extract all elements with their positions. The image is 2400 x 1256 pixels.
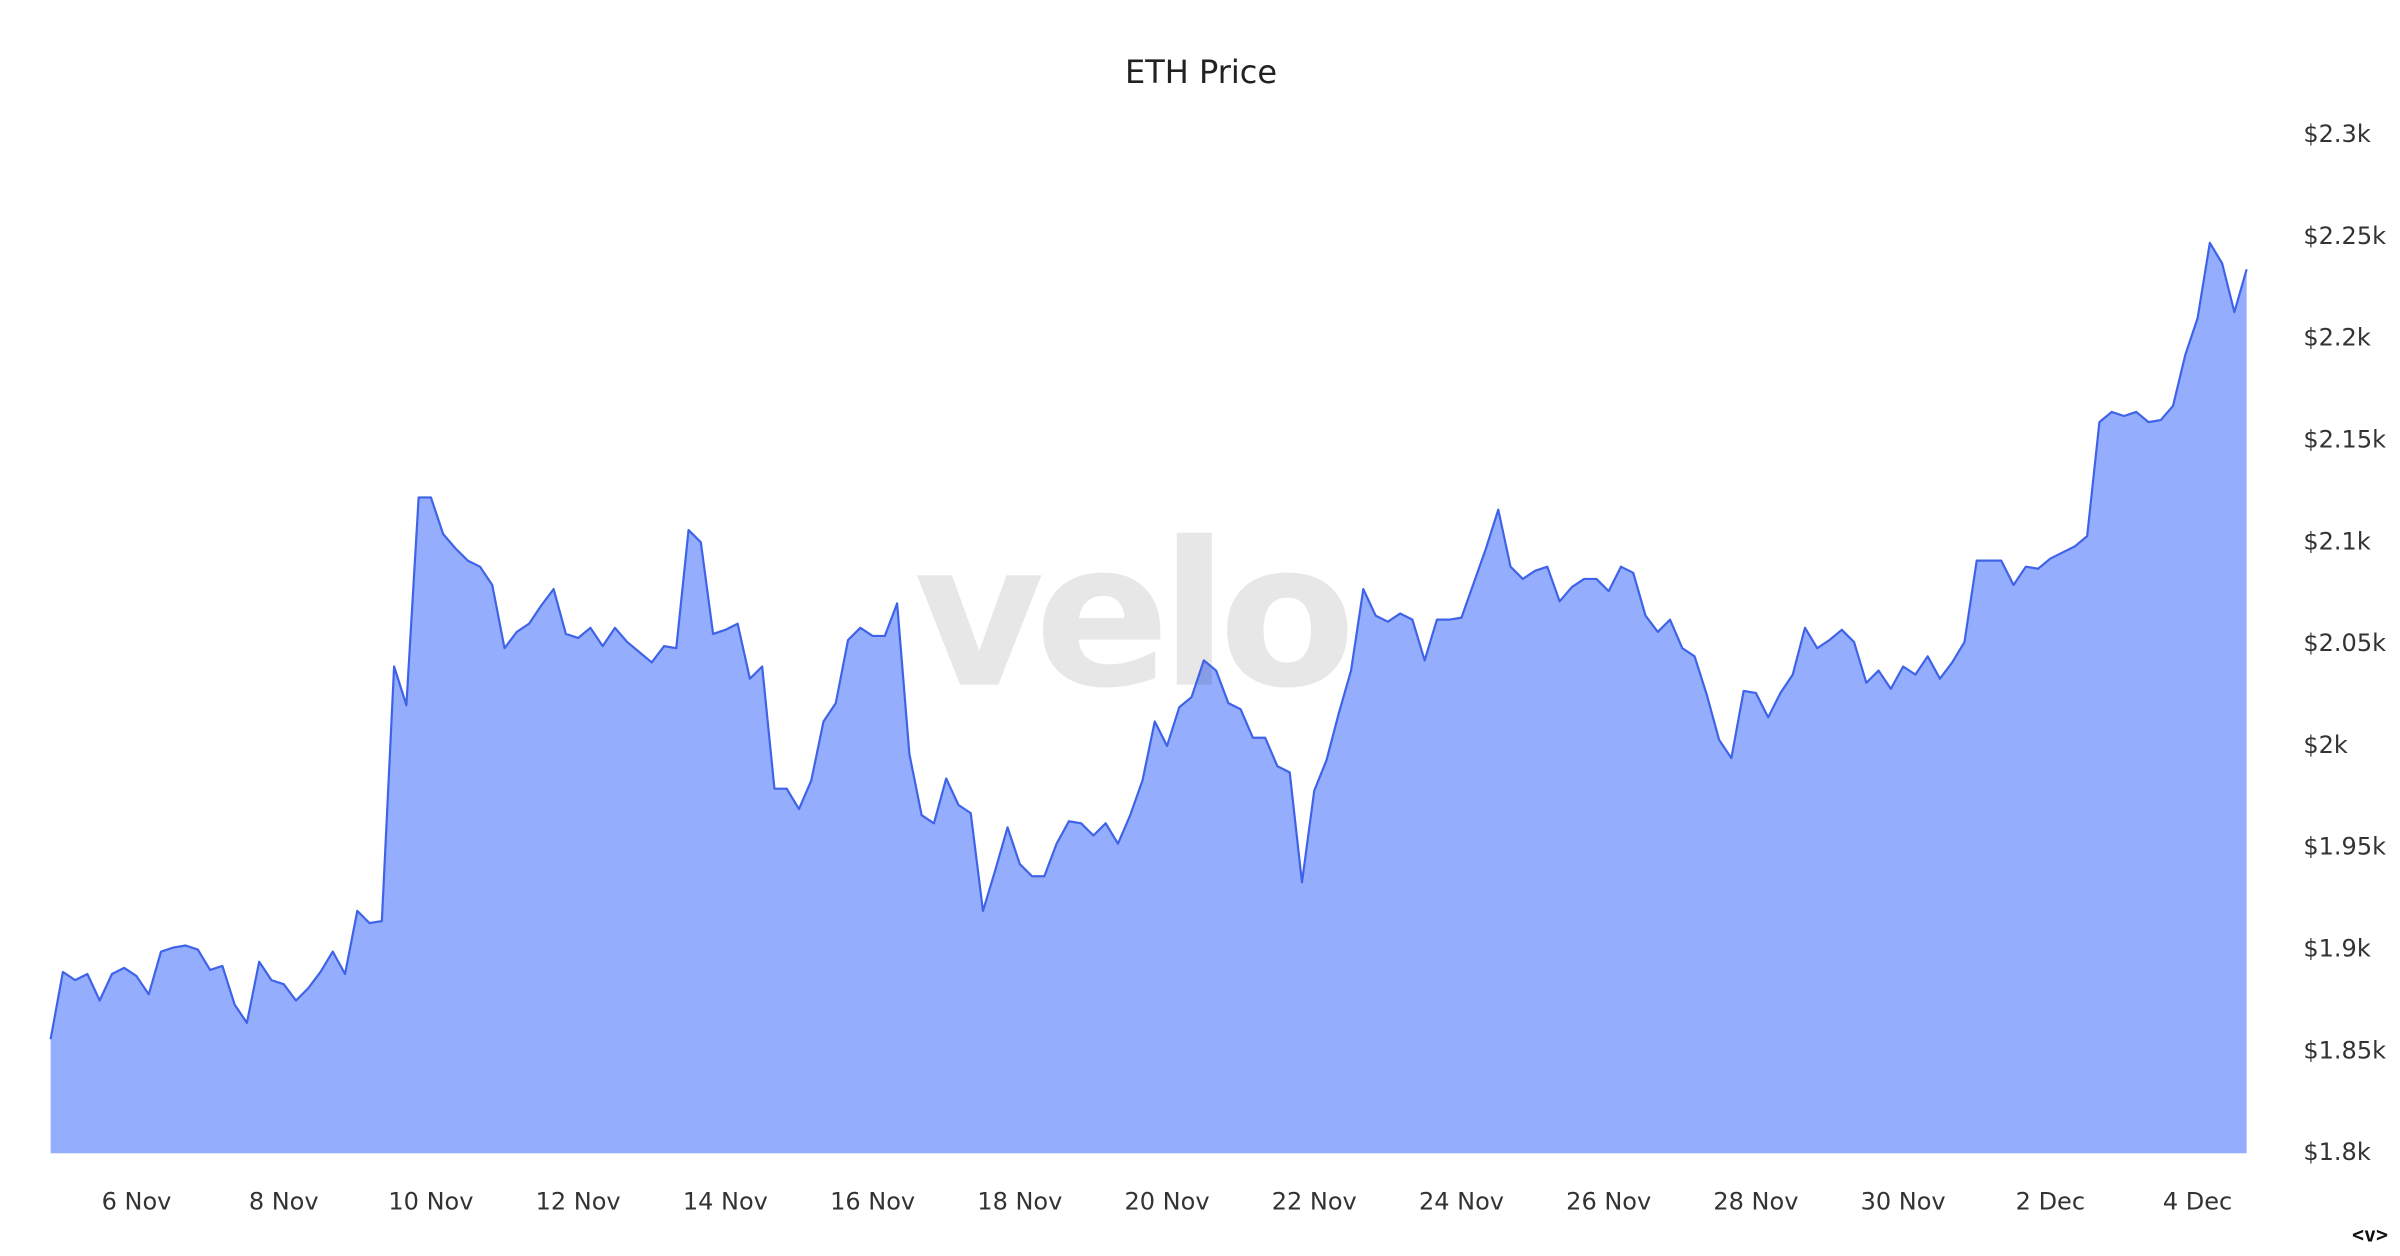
area [50,242,2247,1154]
y-tick-label: $2.05k [2303,629,2386,657]
y-tick-label: $2.25k [2303,222,2386,250]
y-tick-label: $1.8k [2303,1138,2370,1166]
x-tick-label: 28 Nov [1713,1187,1798,1215]
x-tick-label: 12 Nov [536,1187,621,1215]
watermark: velo [914,500,1348,733]
x-tick-label: 16 Nov [830,1187,915,1215]
x-tick-label: 24 Nov [1419,1187,1504,1215]
price-line [49,241,2248,1040]
y-tick-label: $2.3k [2303,120,2370,148]
y-tick-label: $2k [2303,731,2348,759]
x-tick-label: 30 Nov [1861,1187,1946,1215]
x-tick-label: 14 Nov [683,1187,768,1215]
x-tick-label: 20 Nov [1125,1187,1210,1215]
badge[interactable]: <v> [2352,1223,2388,1247]
x-tick-label: 4 Dec [2163,1187,2232,1215]
x-tick-label: 6 Nov [102,1187,172,1215]
x-tick-label: 10 Nov [388,1187,473,1215]
x-tick-label: 8 Nov [249,1187,319,1215]
x-tick-label: 26 Nov [1566,1187,1651,1215]
y-tick-label: $2.15k [2303,425,2386,453]
y-tick-label: $1.85k [2303,1036,2386,1064]
y-tick-label: $2.2k [2303,324,2370,352]
x-tick-label: 18 Nov [977,1187,1062,1215]
chart-title: ETH Price [1125,53,1277,91]
y-tick-label: $1.95k [2303,833,2386,861]
y-tick-label: $1.9k [2303,935,2370,963]
x-tick-label: 22 Nov [1272,1187,1357,1215]
x-tick-label: 2 Dec [2016,1187,2085,1215]
y-tick-label: $2.1k [2303,527,2370,555]
